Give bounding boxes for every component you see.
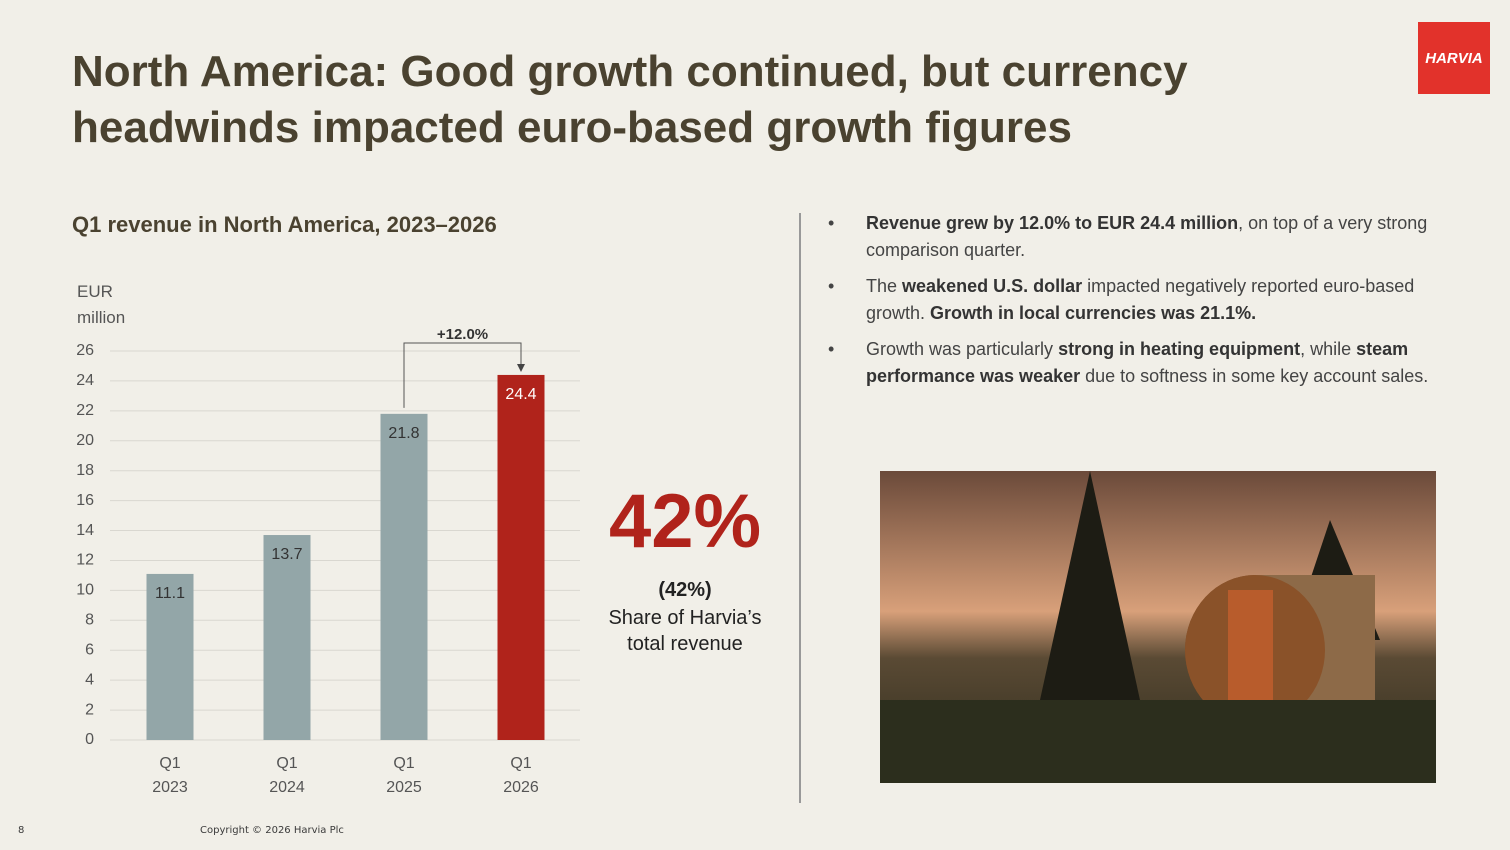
y-tick-label: 18 [76,462,94,479]
callout-note: (42%) [658,579,712,601]
value-label: 24.4 [505,386,536,403]
value-label: 11.1 [155,585,185,602]
callout-text: Share of Harvia’s total revenue [608,607,762,655]
bar [497,374,545,740]
text: , on top of a very strong comparison qua… [866,213,1428,260]
y-tick-label: 4 [85,671,94,688]
bold-text: Revenue grew by 12.0% to EUR 24.4 millio… [866,213,1239,233]
annotation-arrow [517,363,525,372]
text: due to softness in some key account sale… [1080,366,1429,386]
y-tick-label: 24 [76,372,94,389]
y-tick-label: 6 [85,641,94,658]
annotation: +12.0% [437,326,488,343]
x-tick-label: Q1 2023 [152,755,188,796]
x-tick-label: Q1 2024 [269,755,305,796]
bold-text: Growth in local currencies was 21.1%. [930,303,1257,323]
x-tick-label: Q1 2025 [386,755,422,796]
text: The [866,276,903,296]
y-tick-label: 16 [76,492,94,509]
callout-value: 42% [608,479,762,564]
bold-text: weakened U.S. dollar [902,276,1083,296]
page-number: 8 [18,825,25,836]
value-label: 21.8 [388,425,419,442]
bold-text: steam performance was weaker [866,339,1409,386]
bullet: Growth was particularly strong in heatin… [828,336,1438,390]
bullet: Revenue grew by 12.0% to EUR 24.4 millio… [828,210,1438,264]
y-tick-label: 10 [76,582,94,599]
x-tick-label: Q1 2026 [503,755,539,796]
y-tick-label: 12 [76,552,94,569]
chart-title: Q1 revenue in North America, 2023–2026 [72,212,497,237]
y-tick-label: 22 [76,402,94,419]
text: , while [1300,339,1357,359]
bullet: The weakened U.S. dollar impacted negati… [828,273,1438,327]
bar [146,573,194,740]
y-tick-label: 20 [76,432,94,449]
bullet-list: Revenue grew by 12.0% to EUR 24.4 millio… [828,210,1438,399]
y-tick-label: 14 [76,522,94,539]
logo: HARVIA [1418,22,1490,94]
photo [880,471,1436,783]
text: Growth was particularly [866,339,1059,359]
copyright: Copyright © 2026 Harvia Plc [200,825,344,836]
y-tick-label: 2 [85,701,94,718]
text: impacted negatively reported euro-based … [866,276,1415,323]
annotation-bracket [403,342,522,408]
y-tick-label: 8 [85,612,94,629]
value-label: 13.7 [271,546,302,563]
y-tick-label: 26 [76,342,94,359]
bar [380,413,428,740]
y-tick-label: 0 [85,731,94,748]
slide-title: North America: Good growth continued, bu… [72,47,1188,152]
y-axis-label: EUR million [77,282,126,327]
bar [263,535,311,740]
bold-text: strong in heating equipment [1058,339,1301,359]
